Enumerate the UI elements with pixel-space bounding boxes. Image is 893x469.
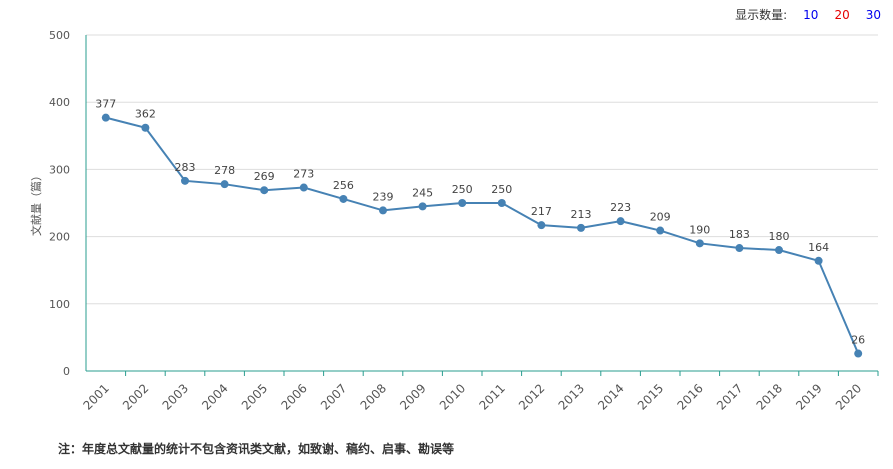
x-tick-label: 2001 xyxy=(80,381,111,412)
x-tick-label: 2005 xyxy=(239,381,270,412)
data-label: 26 xyxy=(851,334,865,347)
x-tick-label: 2016 xyxy=(674,381,705,412)
data-point xyxy=(181,176,189,185)
data-label: 245 xyxy=(412,186,433,199)
data-point xyxy=(854,349,863,358)
footnote: 注：年度总文献量的统计不包含资讯类文献，如致谢、稿约、启事、勘误等 xyxy=(58,442,455,456)
x-tick-label: 2017 xyxy=(714,381,745,412)
display-option-10[interactable]: 10 xyxy=(803,7,819,22)
data-label: 256 xyxy=(333,179,354,192)
x-tick-label: 2004 xyxy=(199,381,230,412)
display-option-30[interactable]: 30 xyxy=(865,7,881,22)
data-label: 180 xyxy=(769,230,790,243)
data-label: 213 xyxy=(571,208,592,221)
data-label: 278 xyxy=(214,164,235,177)
data-label: 362 xyxy=(135,108,156,121)
data-point xyxy=(379,206,387,215)
y-tick-label: 100 xyxy=(49,298,70,311)
data-point xyxy=(260,186,269,195)
data-point xyxy=(418,202,427,211)
data-label: 273 xyxy=(293,168,314,181)
data-point xyxy=(141,123,150,132)
y-tick-label: 0 xyxy=(63,365,70,378)
x-tick-label: 2015 xyxy=(635,381,666,412)
x-tick-label: 2002 xyxy=(120,381,151,412)
x-tick-label: 2020 xyxy=(833,381,864,412)
x-tick-label: 2012 xyxy=(516,381,547,412)
data-label: 283 xyxy=(175,161,196,174)
data-label: 377 xyxy=(95,98,116,111)
data-label: 223 xyxy=(610,201,631,214)
x-tick-label: 2013 xyxy=(556,381,587,412)
x-tick-label: 2010 xyxy=(437,381,468,412)
data-point xyxy=(220,180,229,189)
x-tick-label: 2011 xyxy=(476,381,507,412)
data-label: 183 xyxy=(729,228,750,241)
data-label: 250 xyxy=(452,183,473,196)
data-point xyxy=(616,217,625,226)
data-point xyxy=(299,183,308,192)
data-label: 239 xyxy=(373,190,394,203)
y-tick-label: 200 xyxy=(49,231,70,244)
x-tick-label: 2018 xyxy=(754,381,785,412)
y-axis-label: 文献量（篇） xyxy=(29,170,43,236)
data-label: 209 xyxy=(650,211,671,224)
data-point xyxy=(458,199,467,207)
data-point xyxy=(695,239,704,248)
data-point xyxy=(814,256,823,265)
y-tick-label: 300 xyxy=(49,163,70,176)
display-option-20[interactable]: 20 xyxy=(834,7,850,22)
data-point xyxy=(537,221,546,230)
display-count-selector: 显示数量: 10 20 30 xyxy=(735,6,881,23)
x-tick-label: 2007 xyxy=(318,381,349,412)
display-count-label: 显示数量: xyxy=(735,8,788,22)
data-label: 250 xyxy=(491,183,512,196)
data-point xyxy=(656,226,665,235)
data-point xyxy=(775,246,783,255)
x-tick-label: 2019 xyxy=(793,381,824,412)
x-tick-label: 2008 xyxy=(358,381,389,412)
data-point xyxy=(497,199,506,207)
data-label: 217 xyxy=(531,205,552,218)
y-tick-label: 400 xyxy=(49,96,70,109)
data-label: 164 xyxy=(808,241,829,254)
data-point xyxy=(577,223,585,232)
x-tick-label: 2009 xyxy=(397,381,428,412)
x-tick-label: 2006 xyxy=(278,381,309,412)
data-label: 190 xyxy=(689,223,710,236)
data-label: 269 xyxy=(254,170,275,183)
x-tick-label: 2003 xyxy=(160,381,191,412)
series-line xyxy=(105,116,860,354)
y-tick-label: 500 xyxy=(49,29,70,42)
data-point xyxy=(735,244,744,253)
data-point xyxy=(339,194,348,203)
data-point xyxy=(101,113,110,122)
x-tick-label: 2014 xyxy=(595,381,626,412)
